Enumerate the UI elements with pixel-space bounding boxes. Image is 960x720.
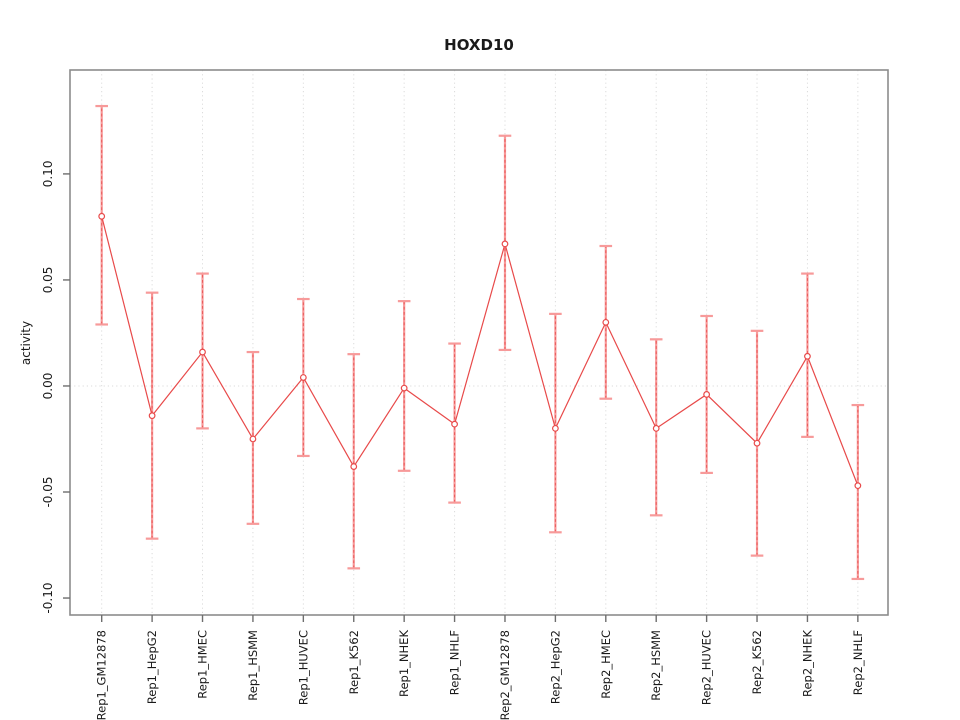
x-tick-label: Rep1_NHLF <box>448 630 462 695</box>
x-tick-label: Rep2_HMEC <box>599 630 613 699</box>
y-axis-label: activity <box>19 321 33 365</box>
y-tick-label: 0.05 <box>41 267 55 294</box>
x-tick-label: Rep2_HepG2 <box>548 630 562 704</box>
y-tick-label: 0.00 <box>41 373 55 400</box>
data-point-marker <box>703 391 711 398</box>
data-point-marker <box>551 424 559 432</box>
data-point-marker <box>350 463 358 470</box>
x-tick-label: Rep2_HUVEC <box>700 630 714 705</box>
data-point-marker <box>299 374 307 381</box>
data-point-marker <box>400 384 408 392</box>
x-tick-label: Rep2_NHLF <box>851 630 865 695</box>
data-point-marker <box>602 318 610 326</box>
plot-frame <box>69 69 889 616</box>
data-point-marker <box>652 424 660 432</box>
x-tick-label: Rep1_HUVEC <box>296 630 310 705</box>
data-point-marker <box>501 240 509 248</box>
x-tick-label: Rep1_HepG2 <box>145 630 159 704</box>
data-point-marker <box>854 482 862 490</box>
y-tick-label: -0.05 <box>41 476 55 507</box>
x-tick-label: Rep1_K562 <box>347 630 361 694</box>
x-tick-label: Rep1_HSMM <box>246 630 260 701</box>
x-tick-label: Rep2_GM12878 <box>498 630 512 720</box>
chart-title: HOXD10 <box>444 36 514 54</box>
x-tick-label: Rep1_NHEK <box>397 630 411 697</box>
axis-layer: 0.10 0.05 0.00 -0.05 -0.10 Rep1_GM12878 Rep1_H… <box>41 161 865 720</box>
x-tick-label: Rep2_HSMM <box>649 630 663 701</box>
data-point-marker <box>148 412 156 420</box>
data-point-marker <box>451 420 458 428</box>
grid-layer <box>70 70 888 615</box>
data-point-marker <box>753 439 761 447</box>
y-tick-label: -0.10 <box>41 583 55 614</box>
x-tick-label: Rep1_GM12878 <box>95 630 109 720</box>
y-tick-label: 0.10 <box>41 161 55 188</box>
frame-layer <box>69 69 889 616</box>
data-layer <box>95 104 865 581</box>
x-tick-label: Rep2_NHEK <box>800 630 814 697</box>
data-point-marker <box>199 348 206 356</box>
x-tick-label: Rep1_HMEC <box>196 630 210 699</box>
series-line <box>101 216 859 486</box>
data-point-marker <box>249 435 257 443</box>
data-point-marker <box>98 212 106 220</box>
data-point-marker <box>804 352 811 360</box>
x-tick-label: Rep2_K562 <box>750 630 764 694</box>
